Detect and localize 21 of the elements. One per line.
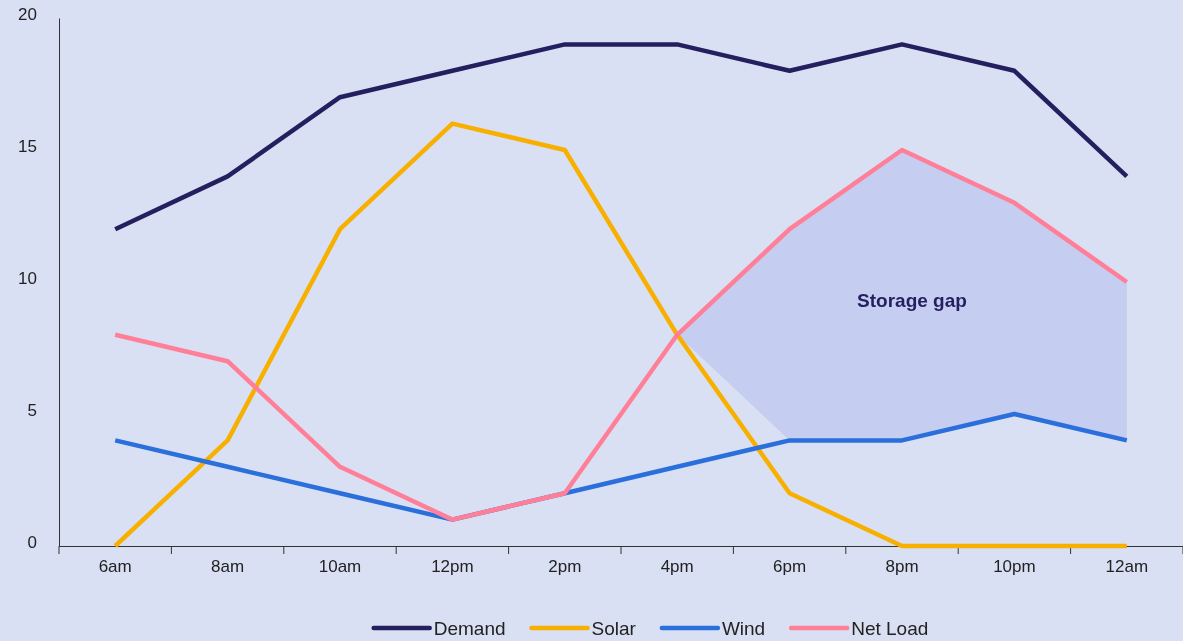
legend-label: Demand [433,617,506,639]
y-tick-label: 5 [27,401,37,421]
x-tick-label: 2pm [548,557,582,577]
x-tick-label: 10am [318,557,362,577]
x-tick-label: 10pm [993,557,1036,577]
x-tick-label: 12pm [431,557,474,577]
y-tick-label: 0 [27,533,37,553]
y-tick-label: 10 [18,269,37,289]
x-tick-label: 6pm [773,557,807,577]
x-tick-label: 6am [98,557,132,577]
x-tick-label: 4pm [660,557,694,577]
x-tick-label: 12am [1105,557,1149,577]
annotation: Storage gap [857,289,967,311]
line-series [112,42,1130,232]
y-tick-label: 20 [18,5,37,25]
y-tick-label: 15 [18,137,37,157]
legend-label: Wind [721,617,766,639]
legend-label: Solar [591,617,637,639]
x-tick-label: 8am [211,557,245,577]
legend-label: Net Load [851,617,929,639]
x-tick-label: 8pm [885,557,919,577]
